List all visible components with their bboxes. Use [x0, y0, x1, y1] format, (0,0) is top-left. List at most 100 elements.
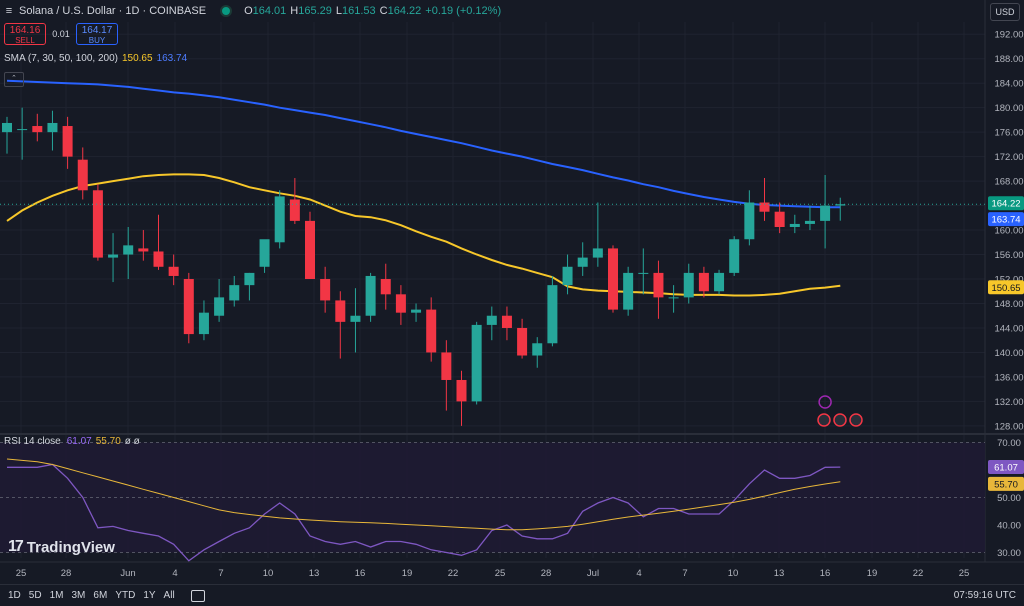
sma-value-2: 163.74	[156, 53, 188, 64]
candle-body	[153, 251, 164, 267]
symbol-legend: ≡ Solana / U.S. Dollar · 1D · COINBASE O…	[0, 0, 985, 22]
market-status-icon	[220, 5, 233, 17]
rsi-ma-badge: 55.70	[994, 479, 1018, 490]
price-tick-label: 148.00	[994, 299, 1023, 310]
x-tick-label: 13	[774, 568, 785, 579]
x-tick-label: 7	[218, 568, 223, 579]
clock-time[interactable]: 07:59:16 UTC	[953, 590, 1016, 601]
rsi-value-2: 55.70	[95, 436, 121, 447]
price-tick-label: 140.00	[994, 348, 1023, 359]
last-price-badge: 164.22	[991, 199, 1020, 210]
candle-body	[289, 199, 300, 221]
high-label: H	[290, 5, 299, 17]
flag-icon	[849, 413, 863, 427]
price-tick-label: 144.00	[994, 323, 1023, 334]
symbol-title[interactable]: Solana / U.S. Dollar · 1D · COINBASE	[19, 5, 207, 17]
candle-body	[92, 190, 103, 258]
x-tick-label: 4	[172, 568, 177, 579]
price-tick-label: 184.00	[994, 79, 1023, 90]
candle-body	[320, 279, 331, 301]
candle-body	[623, 272, 634, 310]
candle-body	[592, 248, 603, 258]
candle-body	[608, 248, 618, 310]
sma-legend[interactable]: SMA (7, 30, 50, 100, 200) 150.65 163.74	[4, 53, 187, 64]
flag-icon	[817, 413, 831, 427]
brand-name: TradingView	[26, 538, 115, 556]
candle-body	[17, 129, 28, 131]
candle-body	[380, 279, 391, 295]
x-tick-label: 16	[355, 568, 366, 579]
range-1d[interactable]: 1D	[8, 590, 21, 601]
spread-value: 0.01	[52, 29, 70, 39]
sell-button[interactable]: 164.16 SELL	[4, 23, 46, 45]
x-tick-label: 19	[402, 568, 413, 579]
rsi-value-1: 61.07	[66, 436, 92, 447]
candle-body	[305, 220, 315, 280]
x-tick-label: 28	[541, 568, 552, 579]
price-tick-label: 172.00	[994, 152, 1023, 163]
collapse-legend-button[interactable]: ˆ	[4, 72, 24, 87]
price-tick-label: 160.00	[994, 226, 1023, 237]
candle-body	[744, 202, 755, 240]
range-all[interactable]: All	[163, 590, 175, 601]
range-1m[interactable]: 1M	[49, 590, 64, 601]
candle-body	[229, 285, 240, 301]
calendar-icon[interactable]	[190, 589, 205, 602]
rsi-badge: 61.07	[994, 463, 1018, 474]
buy-label: BUY	[88, 36, 106, 45]
candle-body	[198, 312, 209, 335]
low-value: 161.53	[342, 5, 376, 17]
close-value: 164.22	[387, 5, 422, 17]
candle-body	[214, 297, 225, 316]
menu-icon[interactable]: ≡	[5, 5, 13, 17]
candle-body	[532, 343, 543, 356]
rsi-legend[interactable]: RSI 14 close 61.07 55.70 ø ø	[4, 436, 140, 447]
candle-body	[714, 272, 725, 292]
x-tick-label: 13	[309, 568, 320, 579]
range-5d[interactable]: 5D	[28, 590, 42, 601]
range-ytd[interactable]: YTD	[115, 590, 136, 601]
rsi-ma-line	[6, 458, 841, 531]
sma-label: SMA (7, 30, 50, 100, 200)	[4, 53, 118, 64]
rsi-line	[7, 463, 841, 562]
candle-body	[259, 239, 270, 267]
price-tick-label: 128.00	[994, 421, 1023, 432]
range-3m[interactable]: 3M	[71, 590, 86, 601]
rsi-badge-bg	[988, 460, 1024, 475]
close-label: C	[379, 5, 388, 17]
candle-body	[244, 272, 255, 286]
candle-body	[501, 315, 512, 328]
candle-body	[32, 126, 43, 133]
candle-body	[441, 352, 452, 380]
candle-body	[108, 254, 119, 258]
x-tick-label: 22	[448, 568, 459, 579]
candle-body	[365, 275, 376, 316]
candle-body	[168, 266, 179, 276]
candle-body	[517, 327, 528, 356]
price-tick-label: 180.00	[994, 103, 1023, 114]
buy-button[interactable]: 164.17 BUY	[76, 23, 118, 45]
candle-body	[274, 196, 285, 243]
price-tick-label: 156.00	[994, 250, 1023, 261]
price-tick-label: 176.00	[994, 128, 1023, 139]
buy-price: 164.17	[81, 25, 113, 36]
rsi-label: RSI 14 close	[4, 436, 61, 447]
currency-button[interactable]: USD	[990, 3, 1020, 21]
x-tick-label: 4	[636, 568, 641, 579]
candle-body	[62, 126, 73, 157]
sma-long-line	[6, 79, 841, 209]
rsi-tick-label: 30.00	[997, 548, 1021, 559]
range-1y[interactable]: 1Y	[143, 590, 156, 601]
chevron-up-icon: ˆ	[12, 74, 16, 84]
candle-body	[683, 272, 694, 298]
range-6m[interactable]: 6M	[93, 590, 108, 601]
price-tick-label: 192.00	[994, 30, 1023, 41]
candle-body	[804, 220, 815, 224]
candle-body	[547, 285, 558, 344]
x-tick-label: 19	[867, 568, 878, 579]
candle-body	[471, 324, 482, 402]
candle-body	[820, 205, 831, 221]
sell-price: 164.16	[9, 25, 41, 36]
x-tick-label: 25	[16, 568, 27, 579]
